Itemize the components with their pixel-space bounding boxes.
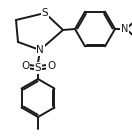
- Text: S: S: [35, 63, 41, 73]
- Text: S: S: [42, 8, 48, 18]
- Text: O: O: [47, 61, 55, 71]
- Text: N: N: [36, 45, 44, 55]
- Text: O: O: [21, 61, 29, 71]
- Text: N: N: [121, 24, 128, 34]
